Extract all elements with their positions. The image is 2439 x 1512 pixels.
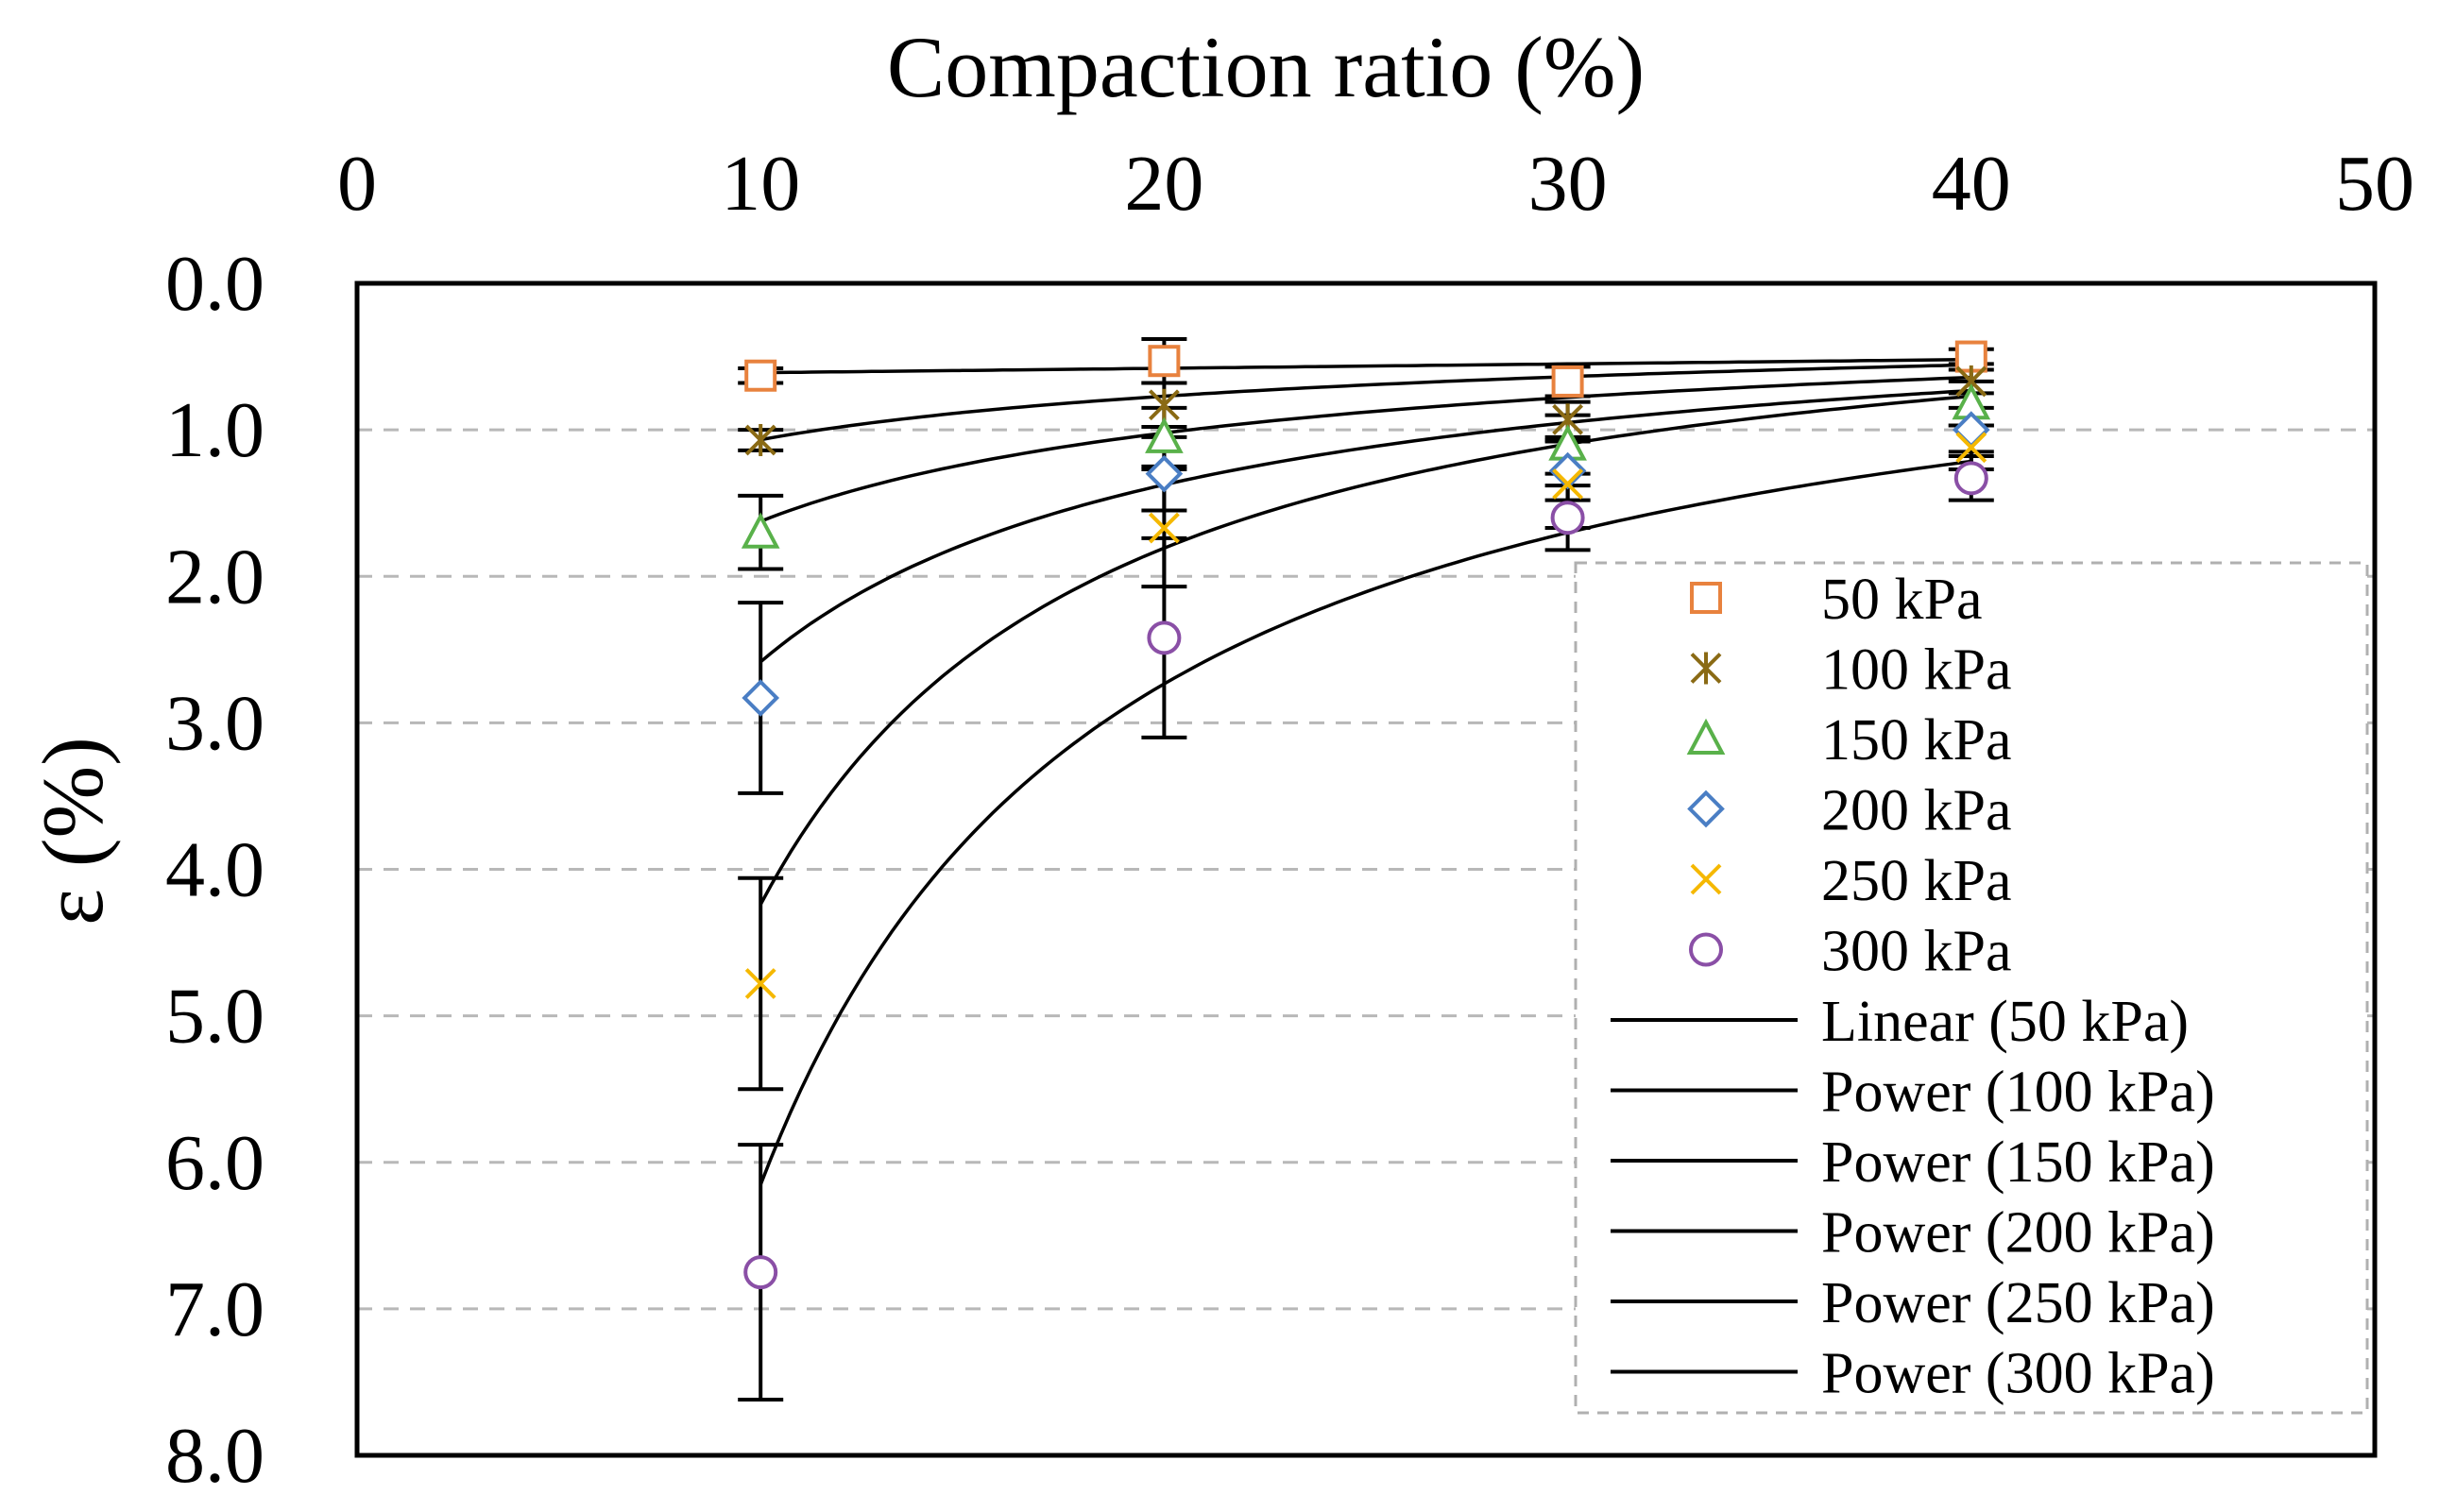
legend-label: Power (100 kPa) [1821,1061,2215,1125]
data-point-s4-shape [744,968,776,999]
data-point-s4 [744,968,776,999]
legend-label: 250 kPa [1821,849,2012,913]
data-point-s0 [1551,365,1584,398]
y-tick-label: 5.0 [165,973,264,1061]
legend-label: 50 kPa [1821,568,1983,632]
legend-label: 200 kPa [1821,779,2012,843]
legend-marker-2 [1686,718,1726,755]
y-tick-label: 2.0 [165,533,264,620]
legend-label: Power (300 kPa) [1821,1342,2215,1406]
x-tick-label: 10 [721,140,800,228]
data-point-s3 [1548,451,1587,490]
trendline-0 [760,357,1971,375]
x-tick-label: 40 [1932,140,2011,228]
data-points [741,340,1991,1290]
y-tick-label: 1.0 [165,386,264,474]
y-tick-label: 8.0 [165,1412,264,1500]
plot-frame [354,280,2378,1458]
data-point-s4 [1148,512,1180,544]
legend-marker-4-shape [1690,863,1722,895]
y-axis-title: ε (%) [25,737,121,926]
data-point-s0-shape [1148,345,1181,378]
legend-label: 100 kPa [1821,638,2012,703]
data-point-s5 [1953,461,1988,496]
data-point-s0 [744,359,777,392]
data-point-s0-shape [744,359,777,392]
data-point-s5-shape [743,1255,778,1290]
x-tick-labels: 0 10 20 30 40 50 [337,140,2414,228]
legend-marker-1 [1690,652,1722,685]
data-point-s3-shape [1548,451,1587,490]
trendline-4 [759,394,1971,906]
data-point-s4-shape [1552,468,1584,500]
data-point-s3-shape [1145,454,1184,493]
trendline-3 [759,388,1971,664]
legend-marker-3-shape [1687,790,1725,828]
legend-label: 150 kPa [1821,708,2012,773]
data-point-s0 [1148,345,1181,378]
data-point-s0-shape [1551,365,1584,398]
trendline-5 [759,459,1972,1186]
legend-marker-0 [1690,582,1722,614]
data-point-s5 [743,1255,778,1290]
legend-marker-4 [1690,863,1722,895]
legend-marker-0-shape [1690,582,1722,614]
data-point-s4 [1955,432,1987,464]
x-tick-label: 0 [337,140,377,228]
legend-label: Linear (50 kPa) [1821,990,2189,1054]
y-tick-label: 0.0 [165,240,264,328]
data-point-s2-shape [741,512,780,549]
y-tick-label: 3.0 [165,679,264,767]
data-point-s4-shape [1148,512,1180,544]
data-point-s3-shape [742,679,780,717]
legend-marker-5-shape [1689,932,1723,967]
y-tick-label: 7.0 [165,1266,264,1353]
data-point-s5 [1550,501,1585,535]
data-point-s5-shape [1550,501,1585,535]
legend-label: 300 kPa [1821,920,2012,984]
y-tick-label: 4.0 [165,826,264,914]
legend-label: Power (200 kPa) [1821,1201,2215,1266]
legend-box [1574,561,2369,1415]
x-axis-title: Compaction ratio (%) [887,19,1645,115]
data-point-s3 [1145,454,1184,493]
legend-marker-5 [1689,932,1723,967]
data-point-s2 [1145,416,1184,453]
data-point-s4-shape [1955,432,1987,464]
data-point-s1 [1148,388,1180,421]
x-tick-label: 20 [1124,140,1203,228]
trendlines [759,357,1972,1186]
legend-marker-3 [1687,790,1725,828]
legend-label: Power (150 kPa) [1821,1130,2215,1195]
data-point-s1 [744,423,776,456]
data-point-s4 [1552,468,1584,500]
trendline-2 [759,375,1971,523]
x-tick-label: 50 [2335,140,2414,228]
legend-marker-2-shape [1686,718,1726,755]
x-tick-label: 30 [1528,140,1608,228]
data-point-s5-shape [1147,620,1182,655]
data-point-s2-shape [1145,416,1184,453]
data-point-s3 [742,679,780,717]
data-point-s5 [1147,620,1182,655]
trendline-1 [759,363,1971,442]
y-tick-label: 6.0 [165,1119,264,1207]
data-point-s5-shape [1953,461,1988,496]
data-point-s2 [741,512,780,549]
legend-label: Power (250 kPa) [1821,1271,2215,1335]
y-tick-labels: 0.0 1.0 2.0 3.0 4.0 5.0 6.0 7.0 8.0 [165,240,264,1500]
